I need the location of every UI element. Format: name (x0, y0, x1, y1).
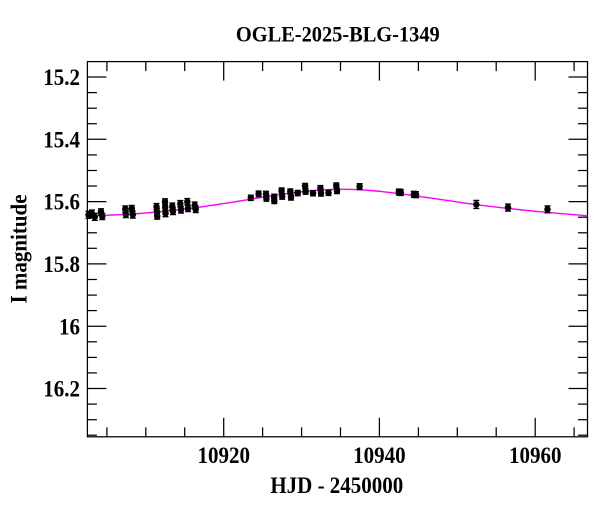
svg-text:16: 16 (59, 313, 80, 339)
svg-text:15.2: 15.2 (43, 64, 80, 90)
svg-text:10960: 10960 (509, 442, 561, 468)
svg-text:OGLE-2025-BLG-1349: OGLE-2025-BLG-1349 (236, 22, 440, 47)
svg-text:10920: 10920 (197, 442, 249, 468)
svg-text:15.6: 15.6 (43, 189, 80, 215)
svg-text:15.8: 15.8 (43, 251, 80, 277)
svg-text:16.2: 16.2 (43, 376, 80, 402)
svg-text:15.4: 15.4 (43, 126, 80, 152)
svg-text:10940: 10940 (353, 442, 405, 468)
svg-text:HJD - 2450000: HJD - 2450000 (270, 472, 403, 498)
svg-text:I magnitude: I magnitude (5, 194, 31, 303)
